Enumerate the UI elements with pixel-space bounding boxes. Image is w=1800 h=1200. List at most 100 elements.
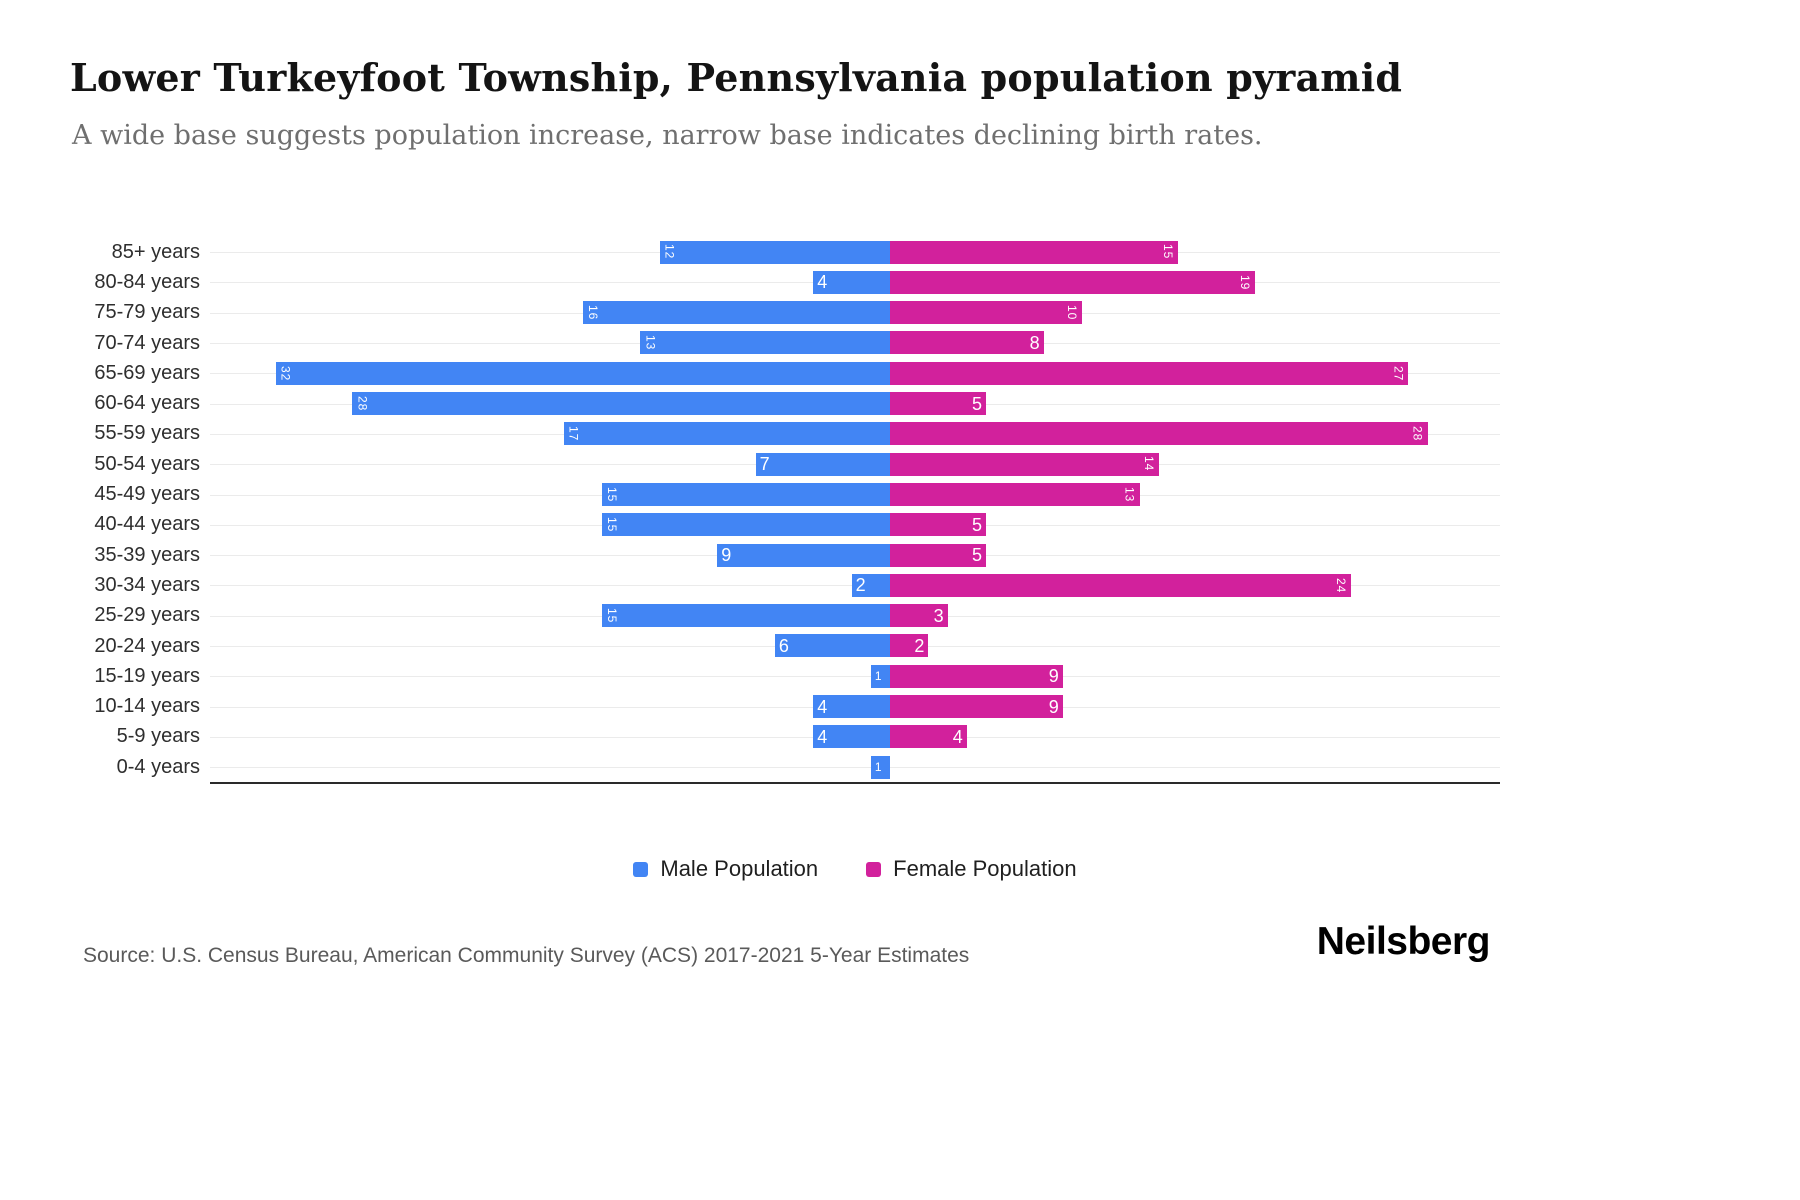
male-bar[interactable]: 4 <box>813 270 890 294</box>
bar-value-label: 10 <box>1065 305 1079 321</box>
pyramid-row: 75-79 years 16 10 <box>70 298 1500 328</box>
bar-value-label: 8 <box>1029 332 1040 353</box>
female-bar[interactable]: 5 <box>890 392 986 416</box>
female-bar[interactable]: 28 <box>890 422 1428 446</box>
row-plot-area: 13 8 <box>210 328 1500 358</box>
male-bar[interactable]: 15 <box>602 604 890 628</box>
bar-value-label: 9 <box>1048 696 1059 717</box>
female-bar[interactable]: 8 <box>890 331 1044 355</box>
bar-value-label: 7 <box>759 454 770 475</box>
bar-value-label: 3 <box>933 605 944 626</box>
male-bar[interactable]: 16 <box>582 301 890 325</box>
pyramid-row: 15-19 years 1 9 <box>70 661 1500 691</box>
female-bar[interactable]: 5 <box>890 543 986 567</box>
male-bar[interactable]: 15 <box>602 482 890 506</box>
bar-value-label: 9 <box>1048 666 1059 687</box>
pyramid-row: 35-39 years 9 5 <box>70 540 1500 570</box>
row-plot-area: 2 24 <box>210 570 1500 600</box>
bar-value-label: 15 <box>605 517 619 533</box>
male-bar[interactable]: 15 <box>602 513 890 537</box>
female-bar[interactable]: 27 <box>890 361 1409 385</box>
female-bar[interactable]: 15 <box>890 240 1178 264</box>
age-group-label: 15-19 years <box>94 664 200 687</box>
bar-value-label: 1 <box>874 669 882 684</box>
female-bar[interactable]: 10 <box>890 301 1082 325</box>
pyramid-row: 0-4 years 1 <box>70 752 1500 782</box>
bar-value-label: 14 <box>1141 456 1156 472</box>
female-bar[interactable]: 19 <box>890 270 1255 294</box>
age-group-label: 20-24 years <box>94 634 200 657</box>
male-bar[interactable]: 13 <box>640 331 890 355</box>
row-plot-area: 17 28 <box>210 419 1500 449</box>
bar-value-label: 1 <box>874 760 882 775</box>
row-plot-area: 15 3 <box>210 601 1500 631</box>
bar-value-label: 16 <box>585 305 600 321</box>
pyramid-row: 5-9 years 4 4 <box>70 722 1500 752</box>
male-bar[interactable]: 6 <box>774 634 890 658</box>
female-bar[interactable]: 24 <box>890 573 1351 597</box>
female-bar[interactable]: 14 <box>890 452 1159 476</box>
age-group-label: 5-9 years <box>116 725 200 748</box>
row-plot-area: 1 <box>210 752 1500 782</box>
bar-value-label: 5 <box>971 393 982 414</box>
pyramid-row: 60-64 years 28 5 <box>70 388 1500 418</box>
bar-value-label: 19 <box>1237 274 1252 291</box>
legend: Male Population Female Population <box>210 856 1500 882</box>
brand-logo[interactable]: Neilsberg <box>1316 920 1491 963</box>
bar-value-label: 15 <box>605 607 619 624</box>
row-plot-area: 12 15 <box>210 237 1500 267</box>
male-bar[interactable]: 32 <box>275 361 890 385</box>
pyramid-row: 40-44 years 15 5 <box>70 510 1500 540</box>
age-group-label: 75-79 years <box>94 301 200 324</box>
age-group-label: 50-54 years <box>94 452 200 475</box>
pyramid-row: 80-84 years 4 19 <box>70 267 1500 297</box>
pyramid-row: 55-59 years 17 28 <box>70 419 1500 449</box>
pyramid-row: 25-29 years 15 3 <box>70 601 1500 631</box>
row-plot-area: 15 5 <box>210 510 1500 540</box>
row-plot-area: 32 27 <box>210 358 1500 388</box>
page-title: Lower Turkeyfoot Township, Pennsylvania … <box>70 55 1403 100</box>
bar-value-label: 15 <box>1161 244 1175 260</box>
male-bar[interactable]: 4 <box>813 725 890 749</box>
pyramid-row: 20-24 years 6 2 <box>70 631 1500 661</box>
bar-value-label: 13 <box>643 335 658 351</box>
female-bar[interactable]: 4 <box>890 725 967 749</box>
male-bar[interactable]: 7 <box>755 452 890 476</box>
male-bar[interactable]: 4 <box>813 695 890 719</box>
bar-value-label: 2 <box>914 635 925 656</box>
female-bar[interactable]: 9 <box>890 664 1063 688</box>
male-bar[interactable]: 28 <box>352 392 890 416</box>
pyramid-row: 10-14 years 4 9 <box>70 691 1500 721</box>
gridline <box>210 767 1500 769</box>
male-bar[interactable]: 1 <box>870 755 890 779</box>
pyramid-row: 65-69 years 32 27 <box>70 358 1500 388</box>
male-bar[interactable]: 2 <box>851 573 890 597</box>
female-bar[interactable]: 13 <box>890 482 1140 506</box>
age-group-label: 30-34 years <box>94 573 200 596</box>
age-group-label: 70-74 years <box>94 331 200 354</box>
female-bar[interactable]: 3 <box>890 604 948 628</box>
legend-item-female[interactable]: Female Population <box>866 856 1077 882</box>
bar-value-label: 24 <box>1333 577 1348 594</box>
legend-item-male[interactable]: Male Population <box>633 856 818 882</box>
bar-value-label: 32 <box>278 365 293 381</box>
male-bar[interactable]: 9 <box>717 543 890 567</box>
bar-value-label: 27 <box>1391 365 1406 381</box>
female-bar[interactable]: 2 <box>890 634 929 658</box>
female-bar[interactable]: 9 <box>890 695 1063 719</box>
male-bar[interactable]: 1 <box>870 664 890 688</box>
male-bar[interactable]: 12 <box>659 240 890 264</box>
male-bar[interactable]: 17 <box>563 422 890 446</box>
bar-value-label: 6 <box>778 635 789 656</box>
age-group-label: 80-84 years <box>94 270 200 293</box>
bar-value-label: 13 <box>1122 486 1137 503</box>
bar-value-label: 17 <box>566 426 581 442</box>
bar-value-label: 2 <box>855 575 866 596</box>
female-bar[interactable]: 5 <box>890 513 986 537</box>
x-axis-line <box>210 782 1500 785</box>
